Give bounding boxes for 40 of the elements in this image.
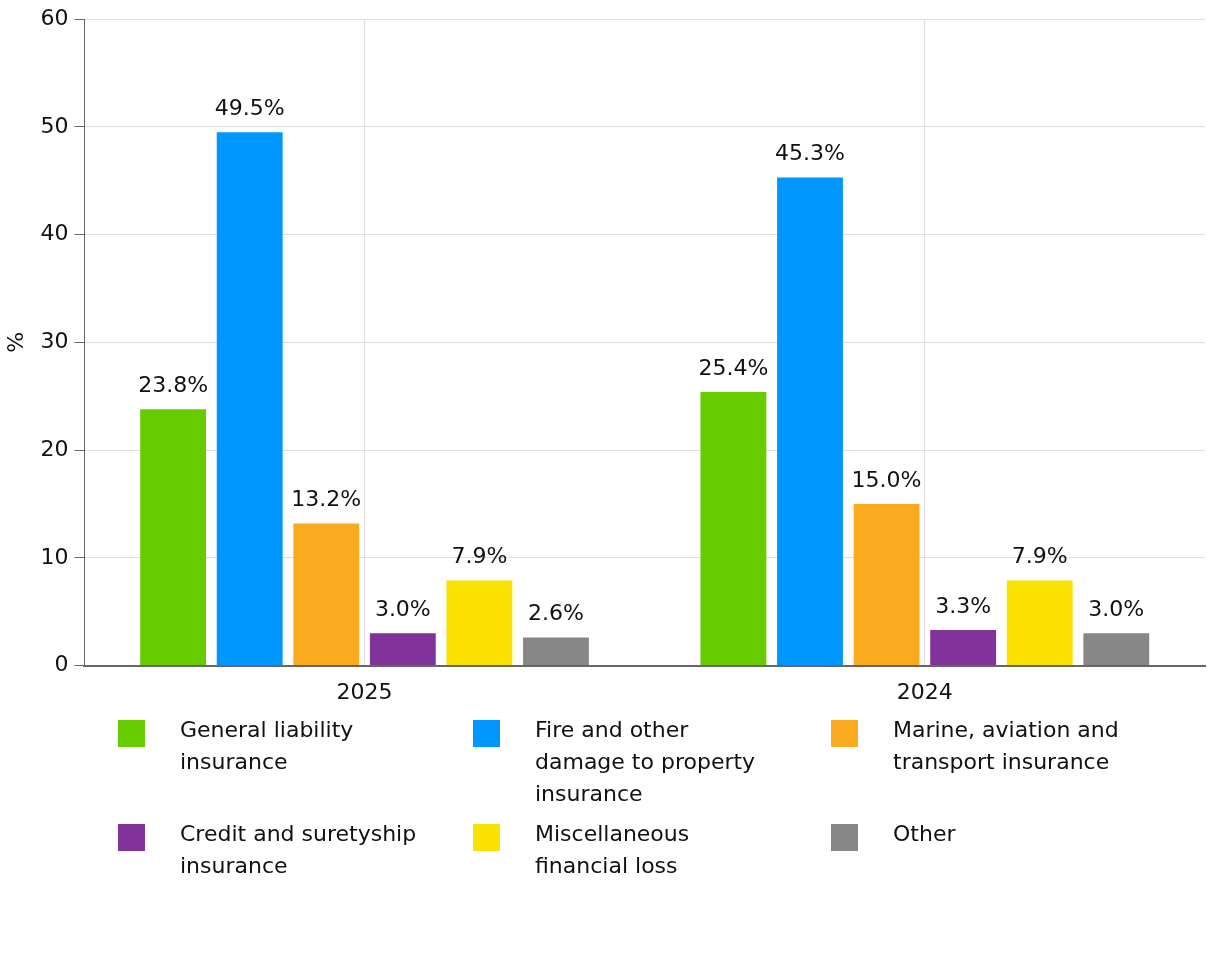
data-label: 2.6% [528,600,584,626]
bar [140,409,207,666]
bar [777,177,843,666]
bar [369,633,436,666]
bar [1006,580,1073,666]
legend-label: General liability insurance [180,716,355,776]
x-tick-label: 2025 [336,678,393,704]
bar [1083,633,1150,666]
bar [523,637,589,666]
y-tick-label: 0 [54,651,69,677]
data-label: 13.2% [291,486,362,512]
legend-label: Fire and other damage to property insurance [535,716,757,808]
bar [700,391,767,666]
y-tick-label: 50 [40,112,69,138]
legend-label: Miscellaneous financial loss [535,820,691,880]
bar [293,523,360,666]
data-label: 7.9% [451,543,508,569]
bar [853,504,920,666]
data-label: 25.4% [698,354,769,380]
legend-label: Marine, aviation and transport insurance [893,716,1120,776]
data-label: 3.0% [374,596,431,621]
y-tick-label: 20 [40,435,69,461]
bar [216,132,283,666]
y-tick-label: 60 [40,4,69,30]
x-tick-label: 2024 [896,678,953,704]
legend-label: Credit and suretyship insurance [180,820,418,880]
bar [446,580,513,666]
data-label: 49.5% [214,95,285,121]
bar [930,630,997,666]
data-label: 45.3% [775,140,845,166]
data-label: 23.8% [138,371,209,397]
legend-label: Other [893,820,957,848]
data-label: 15.0% [851,466,922,492]
y-tick-label: 30 [40,328,69,354]
data-label: 7.9% [1011,543,1068,569]
y-tick-label: 40 [40,220,69,246]
data-label: 3.3% [935,592,992,618]
data-label: 3.0% [1088,596,1145,621]
y-axis-title: % [2,331,28,353]
y-tick-label: 10 [40,543,69,569]
